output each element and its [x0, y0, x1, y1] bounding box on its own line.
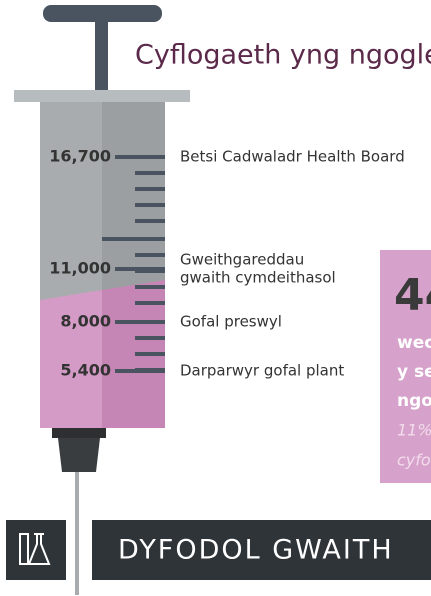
tick: [135, 203, 165, 207]
entry-label: gwaith cymdeithasol: [180, 269, 336, 287]
tick: [135, 253, 165, 257]
tick: [135, 219, 165, 223]
entry-value: 16,700: [49, 147, 111, 166]
tick-long: [115, 320, 165, 324]
callout-note: 11%: [397, 421, 431, 440]
plunger-rod: [95, 20, 108, 92]
needle-hub: [52, 428, 106, 438]
needle: [75, 472, 79, 595]
entry-label: Betsi Cadwaladr Health Board: [180, 148, 405, 166]
icon-box: [6, 520, 66, 580]
tick: [135, 187, 165, 191]
entry-value: 8,000: [60, 312, 111, 331]
callout-line: ngo: [397, 391, 431, 411]
entry-label: Gweithgareddau: [180, 251, 304, 269]
callout-line: wec: [397, 333, 431, 353]
tick-long: [102, 237, 165, 241]
callout-number: 44: [394, 270, 431, 321]
entry-label: Gofal preswyl: [180, 313, 282, 331]
tick: [135, 171, 165, 175]
tick: [135, 285, 165, 289]
callout-note: cyfo: [397, 451, 431, 470]
banner-title: DYFODOL GWAITH: [118, 535, 394, 566]
title: Cyflogaeth yng ngogle: [135, 40, 431, 71]
tick: [135, 352, 165, 356]
tick: [135, 301, 165, 305]
infographic: Cyflogaeth yng ngogle 16,700 Betsi Cadwal…: [0, 0, 431, 596]
tick-long: [115, 155, 165, 159]
tick: [135, 336, 165, 340]
tick-long: [115, 369, 165, 373]
entry-value: 11,000: [49, 259, 111, 278]
flange: [14, 90, 190, 102]
entry-label: Darparwyr gofal plant: [180, 362, 344, 380]
callout-line: y se: [397, 362, 431, 382]
needle-cone: [58, 438, 100, 472]
tick-long: [115, 267, 165, 271]
plunger-head: [43, 5, 162, 22]
entry-value: 5,400: [60, 361, 111, 380]
